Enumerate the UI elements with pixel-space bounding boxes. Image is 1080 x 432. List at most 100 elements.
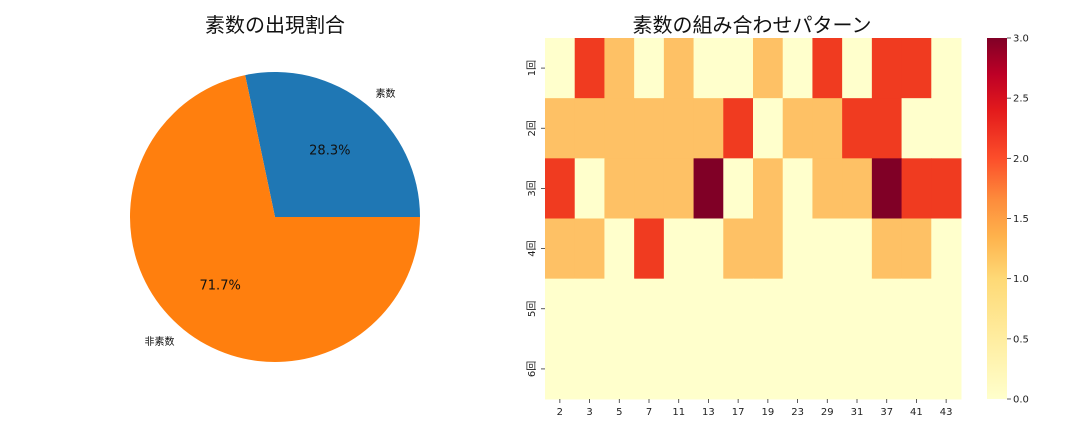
x-tick-label: 23 bbox=[791, 407, 804, 418]
heatmap-cell bbox=[871, 158, 903, 219]
heatmap-cells bbox=[545, 38, 962, 400]
heatmap-cell bbox=[634, 338, 665, 400]
heatmap-cell bbox=[812, 98, 843, 159]
heatmap-cell bbox=[931, 98, 962, 159]
heatmap-cell bbox=[782, 158, 813, 219]
y-tick-label: 1回 bbox=[526, 60, 538, 76]
heatmap-cell bbox=[871, 218, 903, 280]
x-tick-label: 7 bbox=[646, 407, 652, 418]
heatmap-cell bbox=[723, 98, 754, 159]
heatmap-cell bbox=[663, 158, 695, 219]
heatmap-cell bbox=[604, 98, 635, 159]
colorbar-tick-label: 2.5 bbox=[1013, 94, 1029, 105]
heatmap-cell bbox=[723, 278, 754, 340]
colorbar-tick-label: 0.0 bbox=[1013, 395, 1029, 406]
heatmap-cell bbox=[753, 98, 784, 159]
heatmap-cell bbox=[604, 158, 635, 219]
heatmap-cell bbox=[782, 278, 813, 340]
heatmap-cell bbox=[871, 38, 903, 99]
heatmap-cell bbox=[931, 338, 962, 400]
heatmap-cell bbox=[574, 278, 605, 340]
colorbar-tick-label: 0.5 bbox=[1013, 334, 1029, 345]
x-tick-label: 37 bbox=[880, 407, 893, 418]
heatmap-cell bbox=[693, 98, 724, 159]
heatmap-cell bbox=[723, 158, 754, 219]
heatmap-cell bbox=[812, 338, 843, 400]
heatmap-cell bbox=[782, 98, 813, 159]
heatmap-cell bbox=[663, 218, 695, 280]
heatmap-cell bbox=[693, 158, 724, 219]
heatmap-cell bbox=[693, 218, 724, 280]
x-tick-label: 41 bbox=[910, 407, 923, 418]
heatmap-cell bbox=[634, 278, 665, 340]
heatmap-cell bbox=[871, 98, 903, 159]
y-tick-label: 4回 bbox=[526, 240, 538, 256]
x-tick-label: 11 bbox=[672, 407, 685, 418]
heatmap-cell bbox=[871, 278, 903, 340]
x-tick-label: 43 bbox=[940, 407, 953, 418]
pie-slice bbox=[129, 75, 420, 362]
heatmap-cell bbox=[842, 218, 873, 280]
colorbar-tick-label: 2.0 bbox=[1013, 154, 1029, 165]
heatmap-cell bbox=[931, 158, 962, 219]
heatmap-cell bbox=[901, 278, 932, 340]
heatmap-y-ticks: 1回 2回 3回 4回 5回 6回 bbox=[526, 60, 545, 377]
heatmap-cell bbox=[753, 278, 784, 340]
heatmap-cell bbox=[693, 38, 724, 99]
pie-category-label: 非素数 bbox=[144, 335, 174, 348]
x-tick-label: 5 bbox=[616, 407, 622, 418]
heatmap-cell bbox=[634, 218, 665, 280]
y-tick-label: 2回 bbox=[526, 120, 538, 136]
heatmap-cell bbox=[604, 278, 635, 340]
heatmap-cell bbox=[842, 338, 873, 400]
heatmap-cell bbox=[574, 218, 605, 280]
heatmap-cell bbox=[812, 38, 843, 99]
y-tick-label: 3回 bbox=[526, 180, 538, 196]
heatmap-cell bbox=[545, 338, 576, 400]
heatmap-cell bbox=[901, 218, 932, 280]
heatmap-cell bbox=[782, 38, 813, 99]
heatmap-cell bbox=[842, 278, 873, 340]
heatmap-cell bbox=[604, 38, 635, 99]
heatmap-cell bbox=[812, 218, 843, 280]
heatmap-chart: 素数の組み合わせパターン 2 3 5 7 11 13 17 19 23 29 31 37 41 43 1回… bbox=[526, 13, 962, 418]
heatmap-cell bbox=[812, 158, 843, 219]
heatmap-cell bbox=[931, 38, 962, 99]
heatmap-cell bbox=[723, 338, 754, 400]
heatmap-cell bbox=[545, 218, 576, 280]
heatmap-cell bbox=[634, 158, 665, 219]
colorbar-tick-label: 1.0 bbox=[1013, 274, 1029, 285]
heatmap-cell bbox=[545, 38, 576, 99]
y-tick-label: 5回 bbox=[526, 301, 538, 317]
heatmap-cell bbox=[723, 218, 754, 280]
heatmap-cell bbox=[753, 158, 784, 219]
x-tick-label: 17 bbox=[732, 407, 745, 418]
heatmap-cell bbox=[545, 278, 576, 340]
heatmap-cell bbox=[782, 338, 813, 400]
heatmap-cell bbox=[574, 98, 605, 159]
heatmap-cell bbox=[663, 278, 695, 340]
heatmap-cell bbox=[931, 278, 962, 340]
x-tick-label: 3 bbox=[586, 407, 592, 418]
x-tick-label: 29 bbox=[821, 407, 834, 418]
heatmap-cell bbox=[574, 158, 605, 219]
heatmap-cell bbox=[842, 38, 873, 99]
heatmap-cell bbox=[782, 218, 813, 280]
heatmap-cell bbox=[545, 98, 576, 159]
heatmap-cell bbox=[663, 38, 695, 99]
heatmap-cell bbox=[842, 158, 873, 219]
heatmap-cell bbox=[634, 38, 665, 99]
heatmap-cell bbox=[574, 338, 605, 400]
x-tick-label: 31 bbox=[851, 407, 864, 418]
x-tick-label: 19 bbox=[761, 407, 774, 418]
heatmap-cell bbox=[871, 338, 903, 400]
heatmap-title: 素数の組み合わせパターン bbox=[633, 13, 872, 37]
heatmap-cell bbox=[901, 38, 932, 99]
heatmap-cell bbox=[842, 98, 873, 159]
colorbar-gradient bbox=[987, 38, 1007, 399]
heatmap-cell bbox=[753, 38, 784, 99]
x-tick-label: 13 bbox=[702, 407, 715, 418]
colorbar-ticks: 0.0 0.5 1.0 1.5 2.0 2.5 3.0 bbox=[1007, 34, 1029, 406]
heatmap-cell bbox=[901, 338, 932, 400]
